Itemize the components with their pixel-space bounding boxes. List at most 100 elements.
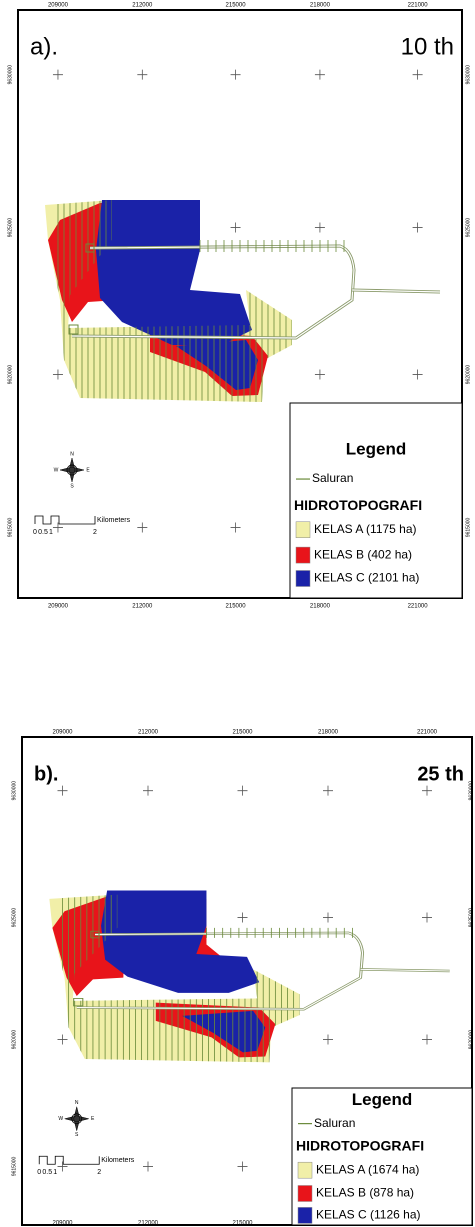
- gate: [85, 243, 95, 253]
- legend-title: Legend: [346, 439, 406, 458]
- legend-swatch: [295, 521, 311, 538]
- legend-box: [289, 402, 463, 599]
- legend-box: [291, 1087, 473, 1226]
- compass-letter: S: [75, 1132, 79, 1138]
- y-tick-label: 9625000: [465, 218, 471, 238]
- y-tick-label: 9615000: [7, 517, 13, 537]
- legend-class-label: KELAS B (878 ha): [316, 1186, 414, 1200]
- y-tick-label: 9615000: [465, 517, 471, 537]
- map-panel: 209000 209000 212000 212000 215000 215000 2180…: [7, 3, 471, 610]
- grid-cross: [143, 785, 153, 796]
- legend-swatch: [295, 546, 311, 564]
- compass-letter: E: [86, 467, 90, 473]
- x-tick-label: 215000: [226, 3, 247, 9]
- y-tick-label: 9625000: [7, 218, 13, 238]
- legend-class-label: KELAS B (402 ha): [314, 547, 412, 561]
- compass-letter: W: [58, 1116, 63, 1122]
- compass-letter: W: [54, 467, 59, 473]
- scale-label: 1: [53, 1169, 57, 1176]
- scale-unit: Kilometers: [101, 1157, 135, 1164]
- grid-cross: [137, 69, 148, 80]
- y-tick-label: 9630000: [465, 65, 471, 85]
- scale-label: 0: [33, 529, 37, 536]
- panel-period: 25 th: [417, 763, 464, 785]
- legend-title: Legend: [352, 1090, 412, 1109]
- kelas-c-area: [96, 200, 252, 345]
- kelas-c-area: [182, 1010, 266, 1053]
- y-tick-label: 9620000: [468, 1030, 474, 1050]
- scale-bar: [38, 1155, 100, 1165]
- grid-cross: [412, 69, 423, 80]
- y-tick-label: 9625000: [11, 908, 17, 928]
- gate: [90, 930, 100, 939]
- legend-line-label: Saluran: [312, 471, 353, 485]
- grid-cross: [52, 522, 63, 533]
- grid-cross: [237, 785, 248, 796]
- x-tick-label: 212000: [132, 3, 153, 9]
- compass-letter: E: [91, 1116, 95, 1122]
- x-tick-label: 209000: [52, 1221, 73, 1227]
- legend-class-label: KELAS A (1674 ha): [316, 1162, 419, 1176]
- panel-label: b).: [34, 763, 58, 785]
- legend-line-label: Saluran: [314, 1116, 355, 1130]
- compass-letter: N: [70, 451, 74, 457]
- grid-cross: [57, 1034, 68, 1045]
- grid-cross: [422, 912, 432, 923]
- grid-cross: [230, 69, 241, 80]
- x-tick-label: 209000: [48, 3, 69, 9]
- grid-cross: [237, 912, 248, 923]
- branch-channel: [351, 289, 441, 293]
- grid-cross: [230, 222, 241, 233]
- x-tick-label: 212000: [132, 604, 153, 610]
- x-tick-label: 209000: [52, 730, 73, 736]
- x-tick-label: 215000: [232, 1221, 253, 1227]
- x-tick-label: 218000: [310, 604, 331, 610]
- legend-class-label: KELAS C (1126 ha): [316, 1208, 421, 1222]
- grid-cross: [52, 369, 63, 380]
- x-tick-label: 218000: [310, 3, 331, 9]
- y-tick-label: 9630000: [468, 781, 474, 801]
- gate: [73, 998, 84, 1007]
- compass-letter: S: [70, 483, 74, 489]
- y-tick-label: 9630000: [11, 781, 17, 801]
- branch-channel: [360, 968, 450, 972]
- grid-cross: [52, 69, 63, 80]
- x-tick-label: 221000: [417, 730, 438, 736]
- grid-cross: [422, 1034, 432, 1045]
- north-arrow: [59, 457, 85, 483]
- x-tick-label: 215000: [226, 604, 247, 610]
- scale-label: 0.5: [42, 1169, 52, 1176]
- legend-swatch: [295, 570, 311, 587]
- kelas-c-area: [176, 340, 258, 390]
- y-tick-label: 9615000: [11, 1156, 17, 1176]
- map-panel: 209000 209000 212000 212000 215000 215000 2180…: [11, 730, 474, 1227]
- panel-period: 10 th: [401, 33, 454, 60]
- grid-cross: [237, 1161, 248, 1172]
- y-tick-label: 9620000: [465, 365, 471, 385]
- y-tick-label: 9620000: [7, 365, 13, 385]
- grid-cross: [412, 222, 423, 233]
- legend-heading: HIDROTOPOGRAFI: [294, 497, 422, 513]
- x-tick-label: 209000: [48, 604, 69, 610]
- x-tick-label: 212000: [138, 1221, 159, 1227]
- map-area: [45, 200, 441, 402]
- scale-label: 0.5: [38, 529, 48, 536]
- legend-heading: HIDROTOPOGRAFI: [296, 1138, 424, 1154]
- x-tick-label: 212000: [138, 730, 159, 736]
- scale-unit: Kilometers: [97, 517, 131, 524]
- grid-cross: [137, 522, 148, 533]
- grid-cross: [323, 1034, 333, 1045]
- scale-label: 0: [37, 1169, 41, 1176]
- compass-letter: N: [75, 1100, 79, 1106]
- grid-cross: [143, 1161, 153, 1172]
- grid-cross: [422, 785, 432, 796]
- x-tick-label: 215000: [232, 730, 253, 736]
- grid-cross: [314, 222, 325, 233]
- legend-swatch: [297, 1207, 313, 1224]
- gate: [68, 324, 79, 335]
- y-tick-label: 9630000: [7, 65, 13, 85]
- grid-cross: [314, 69, 325, 80]
- x-tick-label: 218000: [318, 730, 339, 736]
- grid-cross: [412, 369, 423, 380]
